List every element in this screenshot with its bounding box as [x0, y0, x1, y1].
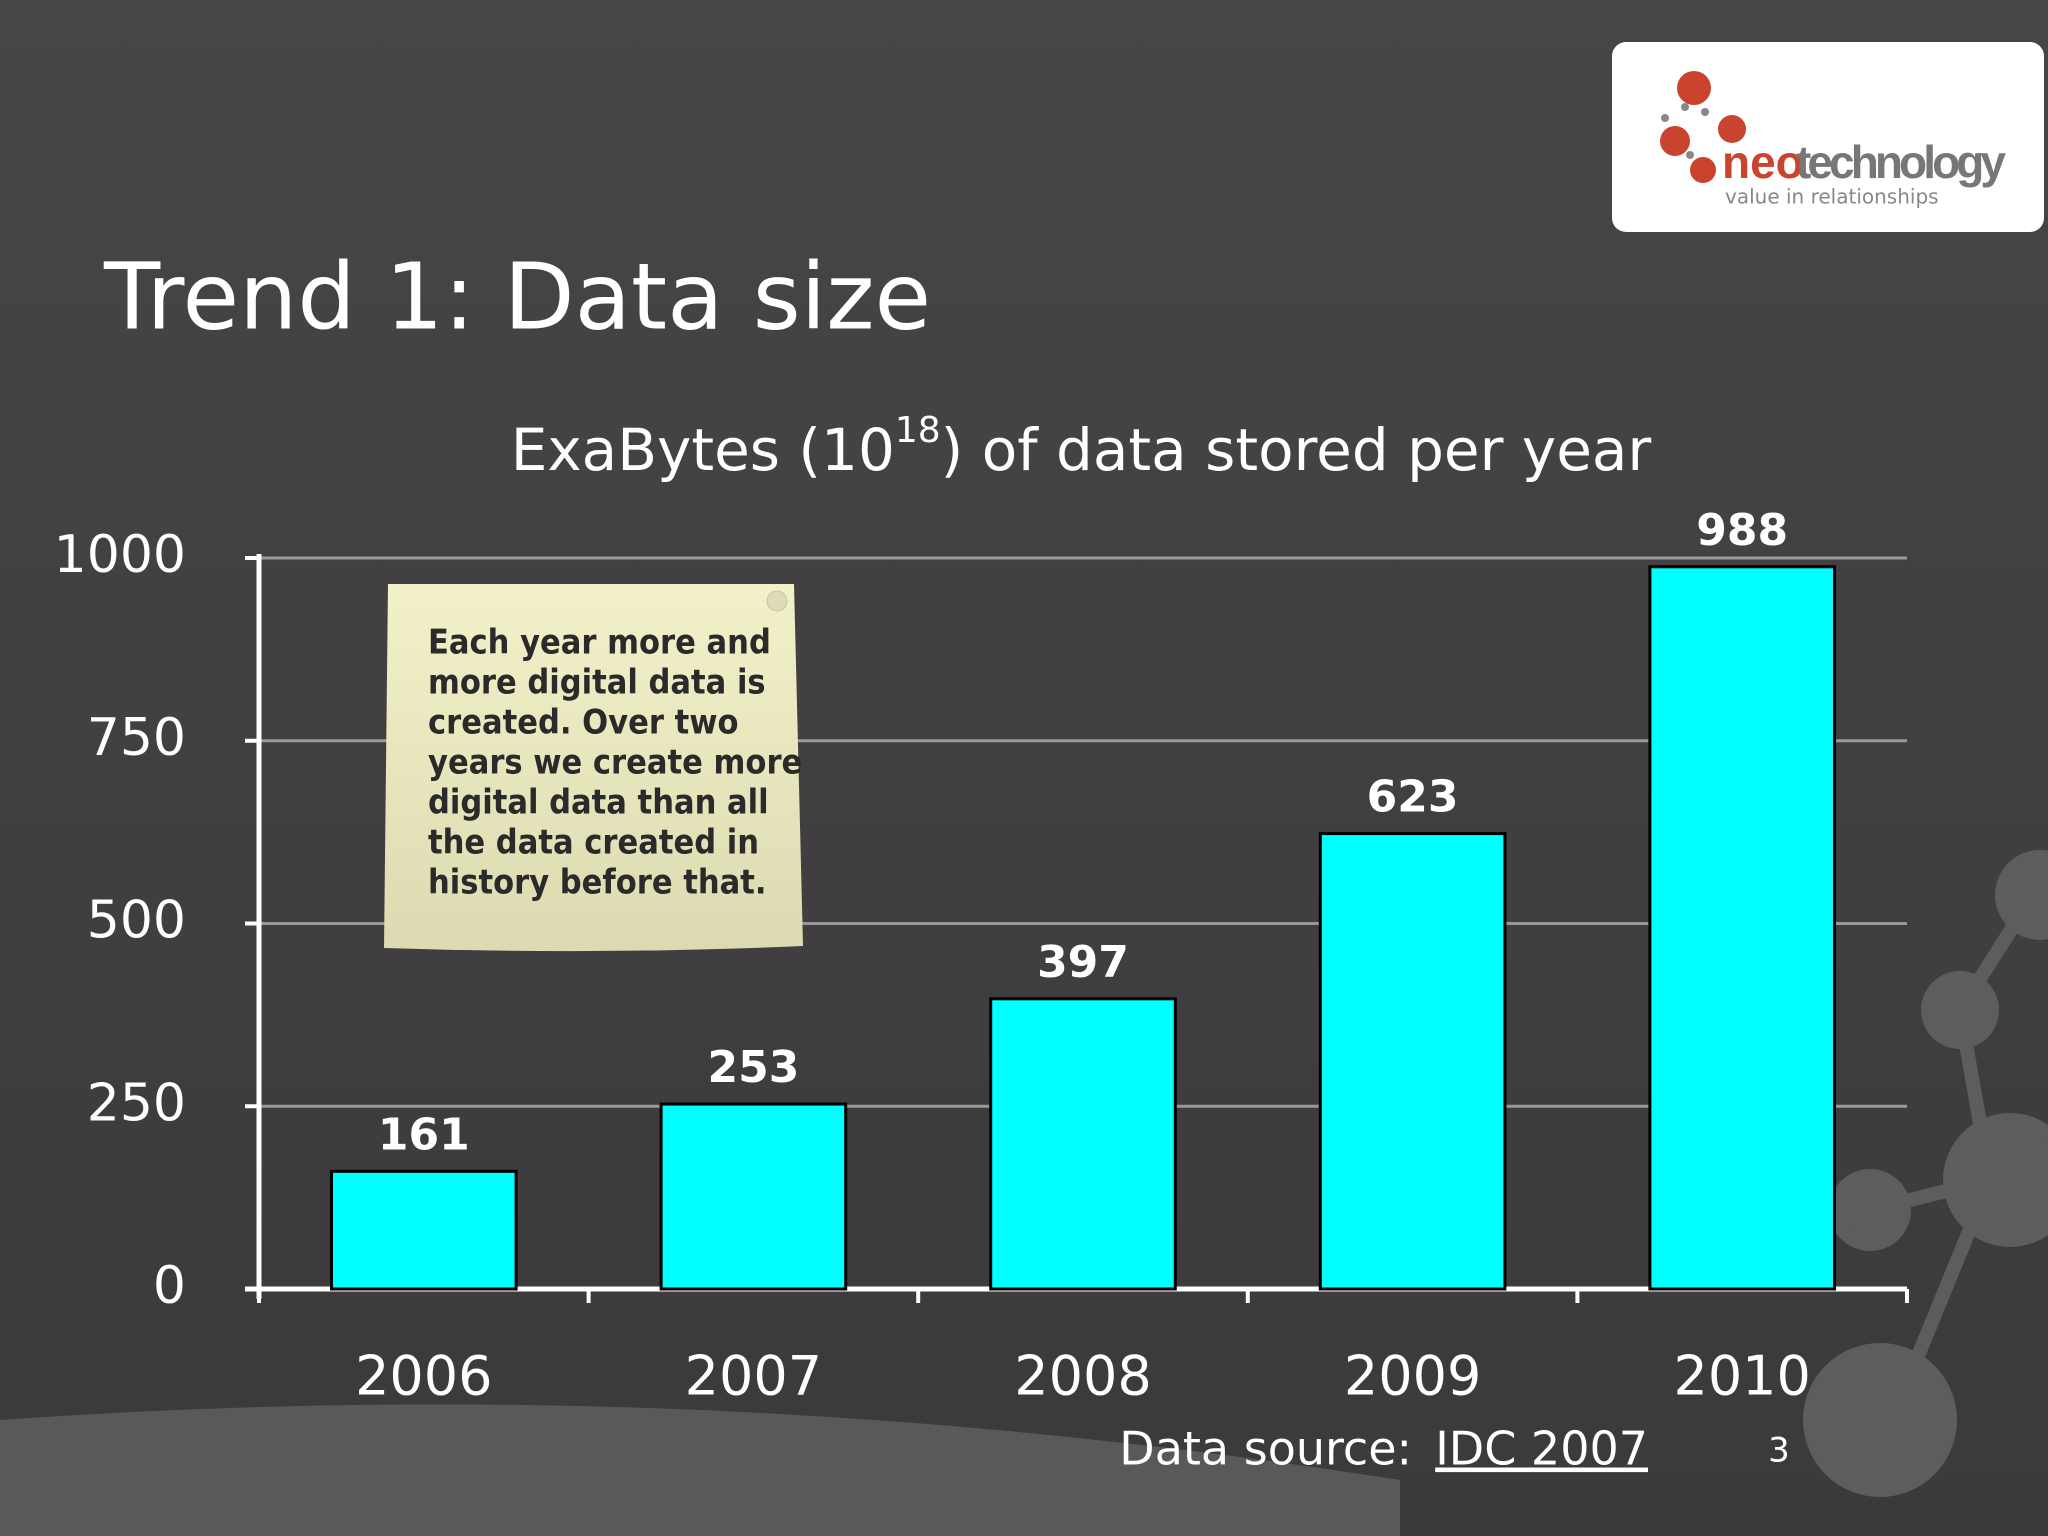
bar — [330, 1169, 518, 1291]
note-line: created. Over two — [428, 703, 738, 743]
value-label: 397 — [1037, 937, 1129, 988]
value-label: 161 — [378, 1109, 470, 1160]
chart-title-superscript: 18 — [895, 410, 941, 451]
note-line: history before that. — [428, 863, 767, 903]
note-line: the data created in — [428, 823, 759, 863]
x-tick-label: 2010 — [1673, 1345, 1810, 1408]
slide-heading: Trend 1: Data size — [103, 243, 931, 350]
chart-title-text: ) of data stored per year — [941, 416, 1652, 484]
bar — [1648, 565, 1836, 1291]
value-label: 988 — [1696, 505, 1788, 556]
background-swoosh — [0, 1404, 1400, 1536]
y-tick-label: 500 — [87, 891, 186, 951]
logo-box — [1612, 42, 2044, 232]
source-label: Data source: — [1119, 1422, 1412, 1476]
x-tick-label: 2007 — [685, 1345, 822, 1408]
chart-title-text: ExaBytes (10 — [511, 416, 895, 484]
molecule-decoration — [1803, 850, 2048, 1497]
note-line: Each year more and — [428, 623, 771, 663]
x-tick-label: 2008 — [1014, 1345, 1151, 1408]
y-tick-label: 250 — [87, 1073, 186, 1133]
logo-brand-second: technology — [1796, 136, 2006, 188]
page-number: 3 — [1768, 1431, 1790, 1471]
source-link[interactable]: IDC 2007 — [1435, 1422, 1648, 1476]
note-line: years we create more — [428, 743, 802, 783]
y-tick-label: 1000 — [54, 525, 186, 585]
note-paper — [384, 584, 803, 952]
logo-mark — [1660, 71, 1746, 183]
value-label: 253 — [707, 1042, 799, 1093]
x-tick-label: 2009 — [1344, 1345, 1481, 1408]
note-line: digital data than all — [428, 783, 769, 823]
bar — [989, 997, 1177, 1291]
plot: 0 250 500 750 1000 2006 161 2007 253 2008 397 2009 6… — [54, 505, 1909, 1408]
y-tick-label: 0 — [153, 1256, 186, 1316]
x-tick-label: 2006 — [355, 1345, 492, 1408]
logo-tagline: value in relationships — [1725, 185, 1939, 209]
y-tick-label: 750 — [87, 708, 186, 768]
note-line: more digital data is — [428, 663, 766, 703]
bar — [1318, 832, 1507, 1291]
logo: neo technology value in relationships — [1612, 42, 2044, 232]
bar — [659, 1102, 848, 1291]
note-close[interactable] — [766, 590, 788, 612]
value-label: 623 — [1367, 772, 1459, 823]
chart-title: ExaBytes (1018) of data stored per year — [511, 410, 1652, 484]
logo-brand-first: neo — [1722, 136, 1804, 188]
